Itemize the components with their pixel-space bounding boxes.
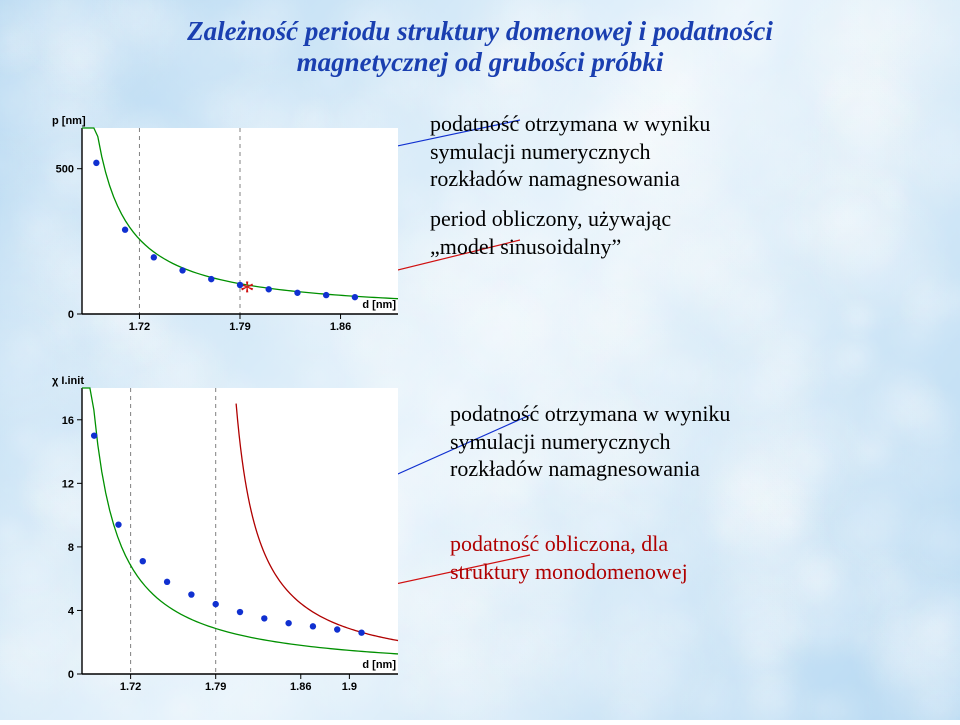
- svg-text:1.72: 1.72: [120, 681, 141, 693]
- annotation-period: period obliczony, używając„model sinusoi…: [430, 205, 671, 260]
- svg-text:8: 8: [68, 542, 74, 554]
- svg-text:χ I.init: χ I.init: [52, 375, 84, 387]
- svg-text:1.79: 1.79: [205, 681, 226, 693]
- annotation-podatnosc-2: podatność otrzymana w wynikusymulacji nu…: [450, 400, 730, 483]
- svg-text:1.79: 1.79: [229, 321, 250, 333]
- top-chart: 1.72 1.79 1.86 0 500 p [nm] d [nm] *: [40, 110, 410, 340]
- svg-text:0: 0: [68, 309, 74, 321]
- svg-text:16: 16: [62, 415, 74, 427]
- svg-text:1.86: 1.86: [290, 681, 311, 693]
- svg-text:500: 500: [56, 164, 74, 176]
- svg-text:4: 4: [68, 605, 75, 617]
- svg-text:1.9: 1.9: [342, 681, 357, 693]
- annotation-podatnosc-1: podatność otrzymana w wynikusymulacji nu…: [430, 110, 710, 193]
- svg-text:*: *: [240, 275, 255, 308]
- page-title: Zależność periodu struktury domenowej i …: [40, 16, 920, 78]
- svg-text:p [nm]: p [nm]: [52, 115, 86, 127]
- svg-text:1.86: 1.86: [330, 321, 351, 333]
- svg-text:1.72: 1.72: [129, 321, 150, 333]
- svg-text:12: 12: [62, 478, 74, 490]
- svg-text:d [nm]: d [nm]: [362, 659, 396, 671]
- svg-text:0: 0: [68, 669, 74, 681]
- svg-text:d [nm]: d [nm]: [362, 299, 396, 311]
- annotation-podatnosc-calc: podatność obliczona, dlastruktury monodo…: [450, 530, 688, 585]
- bottom-chart: 1.72 1.79 1.86 1.9 0 4 8 12 16 χ I.init d [nm]: [40, 370, 410, 700]
